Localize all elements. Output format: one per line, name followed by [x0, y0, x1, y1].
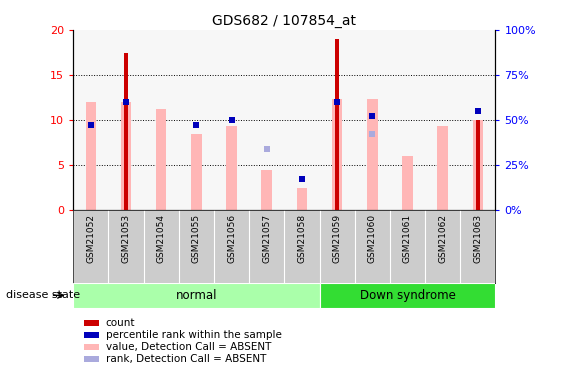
Bar	[156, 109, 167, 210]
Text: rank, Detection Call = ABSENT: rank, Detection Call = ABSENT	[106, 354, 266, 364]
FancyBboxPatch shape	[73, 283, 320, 308]
Point	[192, 122, 201, 128]
Bar	[86, 102, 96, 210]
Point	[473, 108, 482, 114]
Bar	[214, 30, 249, 210]
Text: GSM21054: GSM21054	[157, 214, 166, 262]
Text: GSM21056: GSM21056	[227, 214, 236, 263]
Bar	[284, 30, 320, 210]
Text: disease state: disease state	[6, 290, 80, 300]
Bar	[476, 120, 480, 210]
Bar	[297, 188, 307, 210]
Text: GSM21055: GSM21055	[192, 214, 201, 263]
Text: GSM21053: GSM21053	[122, 214, 131, 263]
Point	[368, 112, 377, 118]
Text: value, Detection Call = ABSENT: value, Detection Call = ABSENT	[106, 342, 271, 352]
Bar	[179, 30, 214, 210]
Point	[262, 146, 271, 152]
Bar	[332, 99, 342, 210]
Bar	[144, 30, 179, 210]
Text: GSM21059: GSM21059	[333, 214, 342, 263]
Bar	[191, 134, 202, 210]
Bar	[73, 30, 108, 210]
Bar	[472, 120, 483, 210]
Text: count: count	[106, 318, 135, 327]
Bar	[461, 30, 495, 210]
Point	[86, 122, 95, 128]
FancyBboxPatch shape	[320, 283, 495, 308]
Text: Down syndrome: Down syndrome	[360, 289, 455, 302]
Text: GSM21052: GSM21052	[86, 214, 95, 262]
Point	[122, 99, 131, 105]
Bar	[425, 30, 461, 210]
Title: GDS682 / 107854_at: GDS682 / 107854_at	[212, 13, 356, 28]
Text: GSM21060: GSM21060	[368, 214, 377, 263]
Point	[227, 117, 236, 123]
Bar	[226, 126, 237, 210]
Text: GSM21061: GSM21061	[403, 214, 412, 263]
Bar	[355, 30, 390, 210]
Point	[368, 130, 377, 136]
Bar	[437, 126, 448, 210]
Point	[333, 99, 342, 105]
Text: percentile rank within the sample: percentile rank within the sample	[106, 330, 282, 340]
Text: GSM21062: GSM21062	[438, 214, 447, 262]
Bar	[108, 30, 144, 210]
Text: GSM21057: GSM21057	[262, 214, 271, 263]
Bar	[124, 53, 128, 210]
Text: GSM21058: GSM21058	[297, 214, 306, 263]
Bar	[261, 170, 272, 210]
Bar	[336, 39, 339, 210]
Bar	[402, 156, 413, 210]
Bar	[320, 30, 355, 210]
Bar	[249, 30, 284, 210]
Bar	[390, 30, 425, 210]
Bar	[120, 102, 131, 210]
Bar	[367, 99, 378, 210]
Text: normal: normal	[176, 289, 217, 302]
Text: GSM21063: GSM21063	[473, 214, 482, 263]
Point	[297, 176, 306, 181]
